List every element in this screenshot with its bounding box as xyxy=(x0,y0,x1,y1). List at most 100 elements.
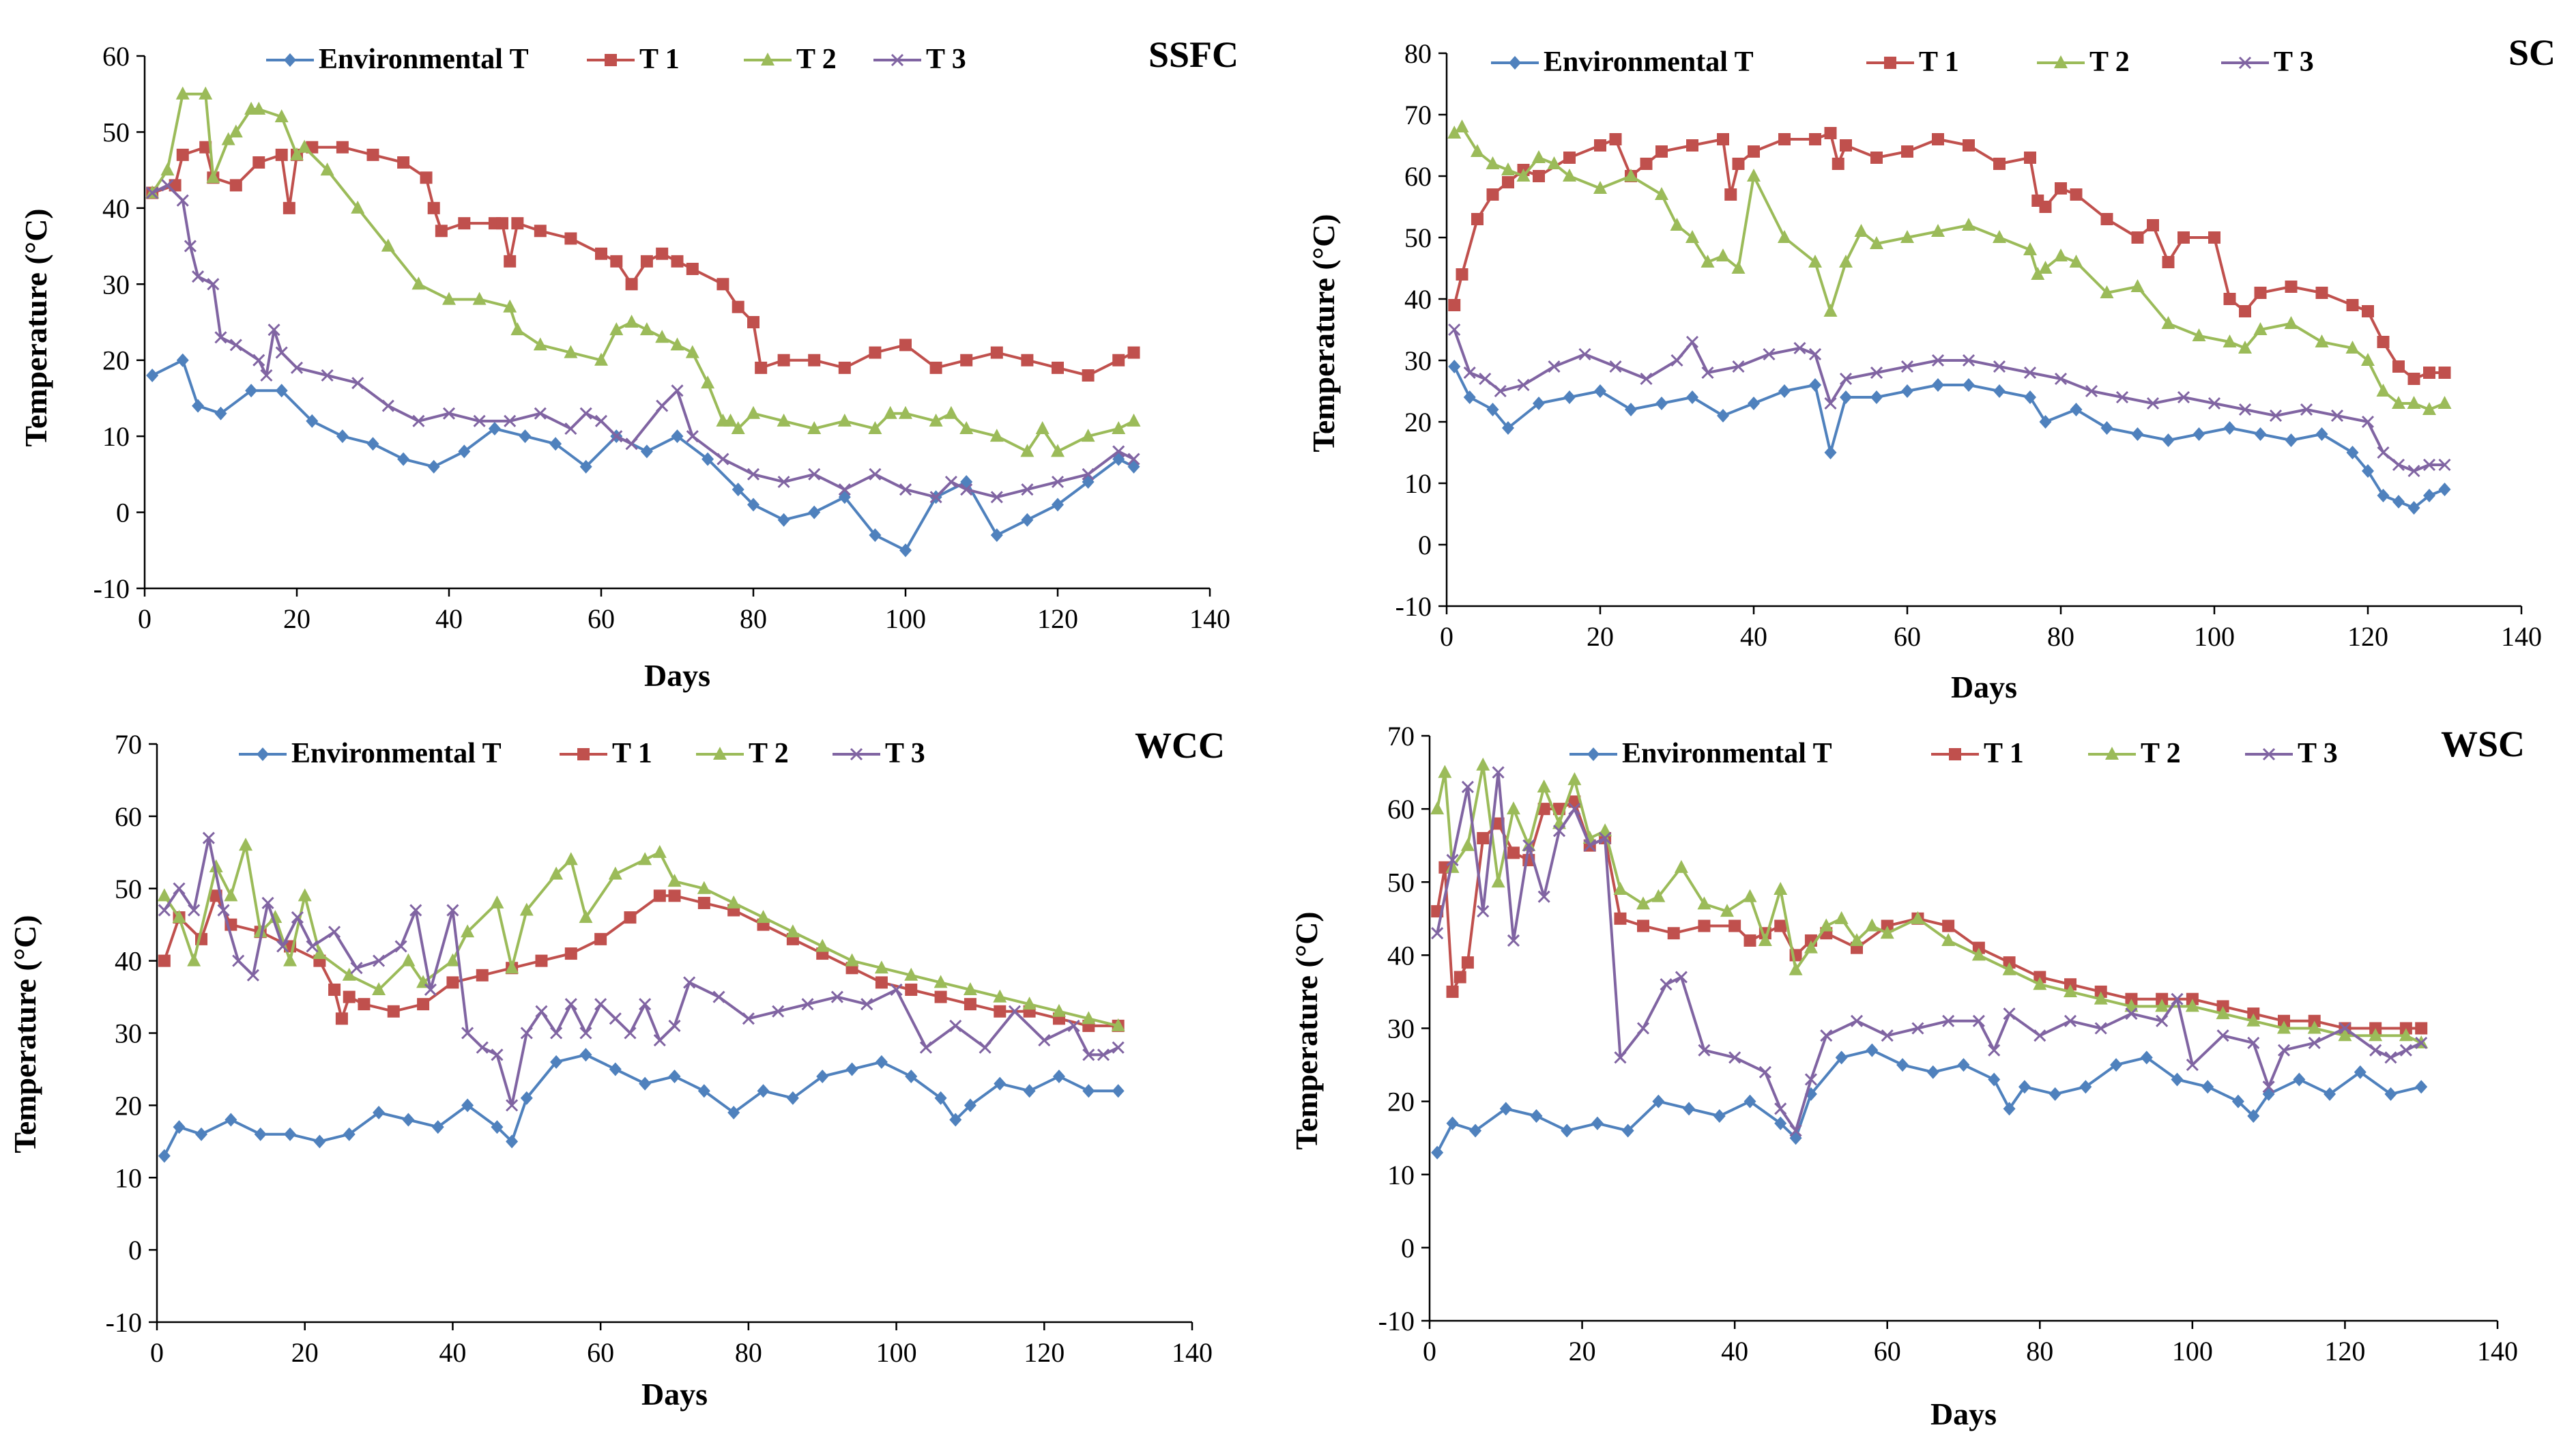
y-tick-label: 10 xyxy=(1404,468,1432,499)
data-point xyxy=(1748,397,1760,410)
data-point xyxy=(176,353,189,367)
data-point xyxy=(1461,780,1474,794)
data-point xyxy=(1533,397,1545,410)
data-point xyxy=(845,1062,858,1076)
data-point xyxy=(290,361,304,374)
data-point xyxy=(685,345,699,358)
data-point xyxy=(869,528,882,542)
data-point xyxy=(1670,354,1683,367)
data-point xyxy=(1637,919,1649,932)
data-point xyxy=(1082,468,1095,481)
data-point xyxy=(1670,218,1684,231)
data-point xyxy=(1621,1124,1634,1138)
data-point xyxy=(2192,328,2206,341)
data-point xyxy=(2140,1050,2153,1065)
data-point xyxy=(1127,459,1140,474)
data-point xyxy=(934,975,948,988)
data-point xyxy=(2269,409,2283,423)
data-point xyxy=(199,141,212,154)
data-point xyxy=(1431,1145,1444,1160)
x-tick-label: 20 xyxy=(1587,621,1614,652)
data-point xyxy=(2223,334,2237,347)
legend-label: T 3 xyxy=(2298,738,2338,769)
data-point xyxy=(639,322,654,336)
data-point xyxy=(2277,1044,2291,1057)
legend-item-t-2: T 2 xyxy=(2037,46,2130,78)
data-point xyxy=(1594,139,1606,152)
data-point xyxy=(656,399,669,412)
data-point xyxy=(2110,1058,2123,1072)
legend-marker xyxy=(2054,55,2068,68)
y-tick-label: 0 xyxy=(1418,530,1432,560)
y-tick-label: 20 xyxy=(1387,1087,1415,1117)
data-point xyxy=(461,1027,474,1040)
data-point xyxy=(1453,971,1466,984)
y-tick-label: 50 xyxy=(1404,223,1432,253)
data-point xyxy=(158,1149,171,1163)
series-t-3 xyxy=(1431,766,2428,1137)
data-point xyxy=(1609,360,1622,373)
data-point xyxy=(328,983,341,996)
data-point xyxy=(2361,415,2375,429)
data-point xyxy=(683,976,696,989)
data-point xyxy=(1911,911,1925,924)
data-point xyxy=(727,1105,740,1119)
y-axis-label: Temperature (°C) xyxy=(1306,214,1341,452)
data-point xyxy=(1020,444,1034,457)
data-point xyxy=(2384,1051,2397,1064)
data-point xyxy=(214,406,227,420)
data-point xyxy=(2392,495,2405,509)
data-point xyxy=(206,170,220,184)
data-point xyxy=(1774,1102,1787,1115)
data-point xyxy=(1112,354,1125,367)
data-point xyxy=(335,1012,348,1025)
data-point xyxy=(1993,384,2006,398)
data-point xyxy=(2308,1036,2321,1049)
data-point xyxy=(351,200,365,214)
data-point xyxy=(2171,992,2184,1005)
data-point xyxy=(609,1012,622,1025)
data-point xyxy=(777,475,790,489)
data-point xyxy=(594,352,608,366)
data-point xyxy=(837,413,852,427)
data-point xyxy=(1932,133,1944,145)
data-point xyxy=(2330,409,2344,423)
series-t-3 xyxy=(158,831,1125,1112)
data-point xyxy=(2023,242,2037,255)
legend-label: T 1 xyxy=(612,738,652,769)
data-point xyxy=(550,1027,563,1040)
data-point xyxy=(1052,361,1064,374)
data-point xyxy=(476,969,489,982)
x-tick-label: 20 xyxy=(291,1337,319,1368)
data-point xyxy=(446,953,460,967)
data-point xyxy=(755,361,768,374)
y-tick-label: 40 xyxy=(102,193,130,224)
data-point xyxy=(2193,427,2205,441)
legend-marker xyxy=(605,54,617,66)
data-point xyxy=(1530,1109,1543,1124)
x-tick-label: 100 xyxy=(2194,621,2235,652)
data-point xyxy=(808,505,821,519)
data-point xyxy=(2231,1094,2244,1108)
x-tick-label: 0 xyxy=(150,1337,164,1368)
data-point xyxy=(2033,977,2047,990)
data-point xyxy=(785,924,800,938)
data-point xyxy=(1578,347,1591,361)
data-point xyxy=(2018,1080,2031,1094)
legend-item-environmental-t: Environmental T xyxy=(239,738,502,769)
data-point xyxy=(381,238,395,252)
data-point xyxy=(868,421,882,434)
data-point xyxy=(1701,255,1715,268)
data-point xyxy=(321,369,334,382)
legend-label: T 3 xyxy=(2274,46,2314,78)
data-point xyxy=(2345,341,2360,354)
data-point xyxy=(1931,224,1945,237)
data-point xyxy=(431,1120,444,1134)
panel-ssfc: 0 20 40 60 80 100 120 140 -10 0 10 20 30 40 50 60 Days Te… xyxy=(18,34,1239,693)
x-tick-label: 140 xyxy=(2501,621,2542,652)
data-point xyxy=(2162,256,2175,268)
x-tick-label: 80 xyxy=(740,603,767,634)
y-tick-label: -10 xyxy=(1395,591,1432,622)
data-point xyxy=(1993,360,2006,373)
